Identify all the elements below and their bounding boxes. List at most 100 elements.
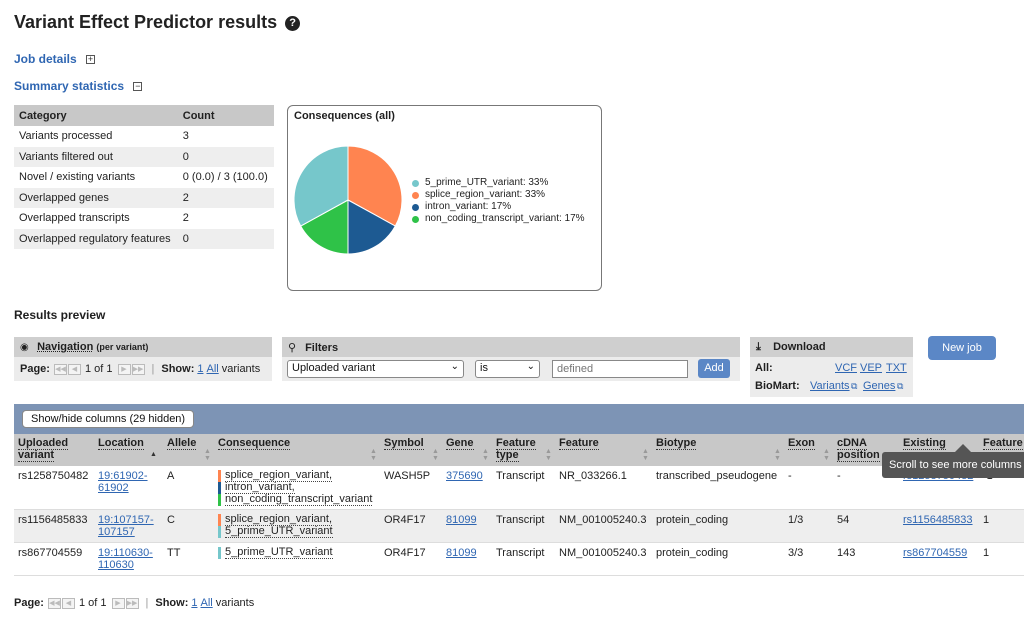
expand-icon[interactable]: + xyxy=(86,54,96,64)
pie-slice-intron-variant[interactable] xyxy=(347,199,397,255)
col-exon[interactable]: Exon xyxy=(788,437,815,450)
show-label: Show: xyxy=(161,363,195,375)
sort-icon[interactable]: ▲ ▼ xyxy=(370,448,377,462)
sort-ascending-icon[interactable]: ▲ xyxy=(150,451,157,458)
add-filter-button[interactable]: Add xyxy=(698,359,730,378)
col-label: Allele xyxy=(167,437,197,450)
filter-operator-select[interactable]: is ⌄ xyxy=(475,360,540,378)
table-row: rs867704559 19:110630- 110630 TT 5_prime_… xyxy=(14,543,1024,576)
cell-gene-link[interactable]: 375690 xyxy=(446,470,483,482)
show-1-link[interactable]: 1 xyxy=(197,363,204,375)
legend-swatch xyxy=(412,203,419,211)
first-page-icon[interactable]: ◀◀ xyxy=(47,597,61,609)
show-1-link[interactable]: 1 xyxy=(191,597,198,609)
sort-icon[interactable]: ▲ ▼ xyxy=(642,448,649,462)
page-of: 1 of 1 xyxy=(78,597,107,609)
col-allele[interactable]: Allele xyxy=(167,437,197,450)
variants-label: variants xyxy=(215,597,255,609)
top-pager: Page: ◀◀ ◀ 1 of 1 ▶ ▶▶ | Show: 1 All var… xyxy=(20,363,260,375)
cell-existing-link[interactable]: rs1156485833 xyxy=(903,514,973,526)
show-hide-columns-button[interactable]: Show/hide columns (29 hidden) xyxy=(22,410,195,428)
collapse-icon[interactable]: − xyxy=(133,81,143,91)
download-vep-link[interactable]: VEP xyxy=(860,362,883,374)
location-link[interactable]: 19:61902- xyxy=(98,470,148,482)
results-toolbar: Show/hide columns (29 hidden) xyxy=(14,404,1024,434)
prev-page-icon[interactable]: ◀ xyxy=(67,363,81,375)
show-all-link[interactable]: All xyxy=(206,363,219,375)
help-icon[interactable]: ? xyxy=(285,16,301,31)
cell-biotype: transcribed_pseudogene xyxy=(656,470,778,482)
location-link[interactable]: 19:107157- xyxy=(98,514,154,526)
sort-icon[interactable]: ▲ ▼ xyxy=(774,448,781,462)
cell-location[interactable]: 19:61902- 61902 xyxy=(98,470,148,494)
cell-gene-link[interactable]: 81099 xyxy=(446,547,477,559)
col-biotype[interactable]: Biotype xyxy=(656,437,697,450)
cell-cdna: 143 xyxy=(837,547,856,559)
consequence-item: intron_variant, xyxy=(218,482,372,494)
cell-feature: NM_001005240.3 xyxy=(559,514,647,526)
sort-icon[interactable]: ▲ ▼ xyxy=(482,448,489,462)
download-txt-link[interactable]: TXT xyxy=(886,362,907,374)
pie-slice-splice-region-variant[interactable] xyxy=(347,145,403,227)
download-vcf-link[interactable]: VCF xyxy=(835,362,857,374)
legend-swatch xyxy=(412,179,419,187)
col-feature[interactable]: Feature xyxy=(559,437,599,450)
consequence-text: splice_region_variant, xyxy=(225,469,333,482)
location-link[interactable]: 61902 xyxy=(98,482,129,494)
summary-count: 2 xyxy=(177,208,274,229)
consequence-color-bar xyxy=(218,547,221,559)
show-all-link[interactable]: All xyxy=(200,597,213,609)
job-details-label[interactable]: Job details xyxy=(14,52,77,66)
cell-location[interactable]: 19:110630- 110630 xyxy=(98,547,153,571)
sort-icon[interactable]: ▲ ▼ xyxy=(823,448,830,462)
cell-location[interactable]: 19:107157- 107157 xyxy=(98,514,154,538)
summary-table: Category Count Variants processed 3 Varia… xyxy=(14,105,274,249)
col-symbol[interactable]: Symbol xyxy=(384,437,424,450)
sort-icon[interactable]: ▲ ▼ xyxy=(204,448,211,462)
results-table[interactable]: Show/hide columns (29 hidden) Uploaded va… xyxy=(14,404,1024,580)
search-icon: ⚲ xyxy=(288,342,297,354)
filters-panel-header: ⚲ Filters xyxy=(282,337,740,357)
cell-existing-link[interactable]: rs867704559 xyxy=(903,547,968,559)
new-job-button[interactable]: New job xyxy=(928,336,996,360)
filter-field-select[interactable]: Uploaded variant ⌄ xyxy=(287,360,464,378)
cell-gene-link[interactable]: 81099 xyxy=(446,514,477,526)
next-page-icon[interactable]: ▶ xyxy=(111,597,125,609)
location-link[interactable]: 110630 xyxy=(98,559,134,571)
consequence-text: splice_region_variant, xyxy=(225,513,333,526)
consequence-text: 5_prime_UTR_variant xyxy=(225,546,333,559)
cell-exon: 3/3 xyxy=(788,547,804,559)
table-row: rs1258750482 19:61902- 61902 A splice_reg… xyxy=(14,466,1024,510)
summary-statistics-label[interactable]: Summary statistics xyxy=(14,79,125,93)
last-page-icon[interactable]: ▶▶ xyxy=(125,597,139,609)
col-feature-type[interactable]: Feature type xyxy=(496,437,536,462)
table-row: rs1156485833 19:107157- 107157 C splice_r… xyxy=(14,510,1024,543)
cell-exon: - xyxy=(788,470,792,482)
pie-slice-non-coding-transcript-variant[interactable] xyxy=(300,199,349,255)
col-consequence[interactable]: Consequence xyxy=(218,437,291,450)
job-details-toggle[interactable]: Job details + xyxy=(14,52,96,66)
last-page-icon[interactable]: ▶▶ xyxy=(131,363,145,375)
page-label: Page: xyxy=(20,363,50,375)
col-cdna-position[interactable]: cDNA position xyxy=(837,437,880,462)
prev-page-icon[interactable]: ◀ xyxy=(61,597,75,609)
location-link[interactable]: 107157 xyxy=(98,526,135,538)
next-page-icon[interactable]: ▶ xyxy=(117,363,131,375)
col-feature-extra[interactable]: Feature xyxy=(983,437,1023,450)
filter-value-input[interactable] xyxy=(552,360,688,378)
biomart-variants-link[interactable]: Variants xyxy=(810,380,850,392)
cell-cdna: 54 xyxy=(837,514,850,526)
summary-statistics-toggle[interactable]: Summary statistics − xyxy=(14,79,143,93)
col-existing[interactable]: Existing xyxy=(903,437,946,450)
biomart-genes-link[interactable]: Genes xyxy=(863,380,896,392)
location-link[interactable]: 19:110630- xyxy=(98,547,153,559)
col-gene[interactable]: Gene xyxy=(446,437,474,450)
col-uploaded-variant[interactable]: Uploaded variant xyxy=(18,437,69,462)
sort-icon[interactable]: ▲ ▼ xyxy=(432,448,439,462)
sort-icon[interactable]: ▲ ▼ xyxy=(545,448,552,462)
legend-label: 5_prime_UTR_variant: 33% xyxy=(425,177,549,188)
cell-symbol: OR4F17 xyxy=(384,514,426,526)
pie-slice-5-prime-utr-variant[interactable] xyxy=(293,145,349,227)
col-location[interactable]: Location xyxy=(98,437,144,450)
first-page-icon[interactable]: ◀◀ xyxy=(53,363,67,375)
